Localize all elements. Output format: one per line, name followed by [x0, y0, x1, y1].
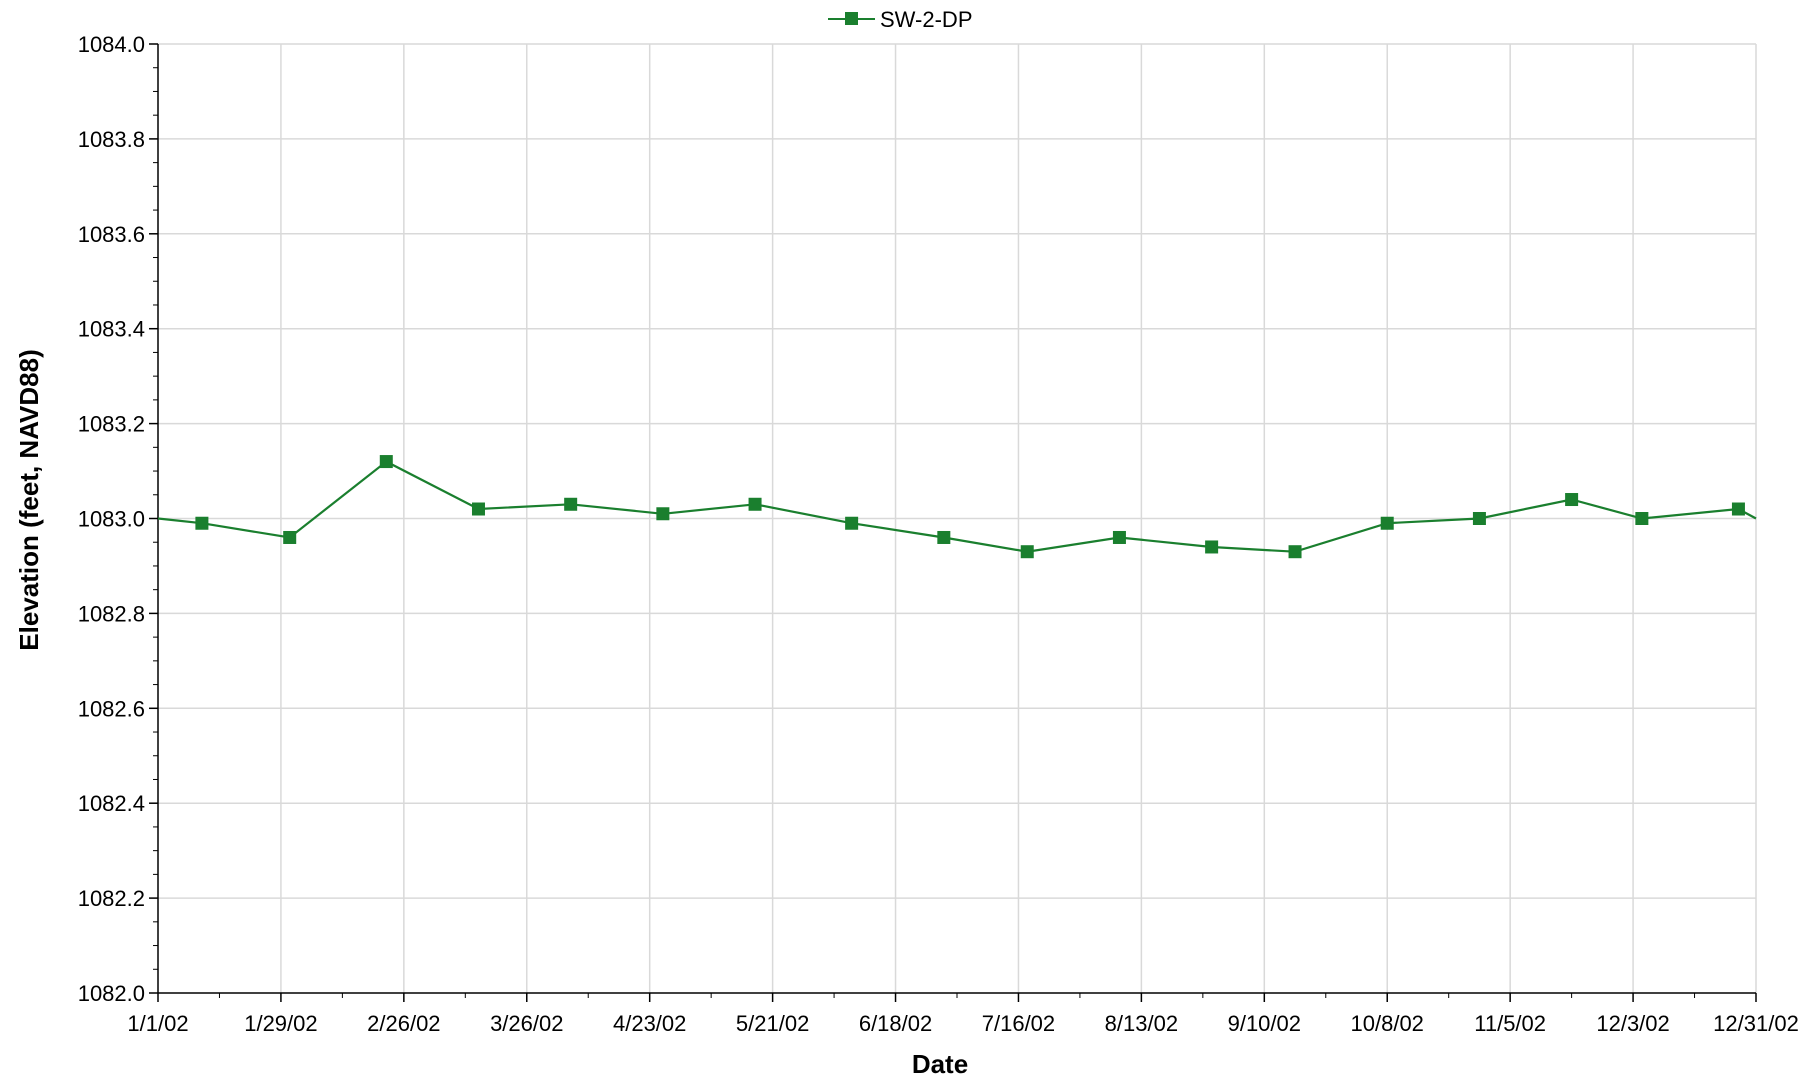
- x-tick-label: 12/3/02: [1596, 1011, 1669, 1036]
- data-point-marker: [748, 497, 762, 511]
- legend-label: SW-2-DP: [880, 7, 973, 32]
- x-tick-label: 12/31/02: [1713, 1011, 1799, 1036]
- data-point-marker: [845, 516, 859, 530]
- legend: SW-2-DP: [828, 7, 973, 32]
- y-tick-label: 1084.0: [78, 32, 145, 57]
- x-tick-label: 3/26/02: [490, 1011, 563, 1036]
- y-tick-label: 1083.6: [78, 222, 145, 247]
- y-tick-label: 1083.4: [78, 317, 145, 342]
- x-tick-label: 8/13/02: [1105, 1011, 1178, 1036]
- data-point-marker: [564, 497, 578, 511]
- x-tick-label: 2/26/02: [367, 1011, 440, 1036]
- data-point-marker: [1635, 512, 1649, 525]
- legend-square-marker: [845, 12, 858, 25]
- y-tick-label: 1082.0: [78, 981, 145, 1006]
- data-point-marker: [1472, 512, 1486, 525]
- data-point-marker: [1731, 502, 1745, 516]
- y-tick-label: 1083.2: [78, 412, 145, 437]
- x-tick-label: 5/21/02: [736, 1011, 809, 1036]
- y-tick-label: 1082.6: [78, 696, 145, 721]
- y-tick-label: 1082.4: [78, 791, 145, 816]
- x-tick-label: 11/5/02: [1474, 1011, 1546, 1036]
- data-point-marker: [1205, 540, 1219, 554]
- x-tick-label: 7/16/02: [982, 1011, 1055, 1036]
- y-tick-label: 1083.8: [78, 127, 145, 152]
- x-tick-label: 1/1/02: [127, 1011, 188, 1036]
- y-axis-title: Elevation (feet, NAVD88): [14, 349, 44, 650]
- series-line: [157, 460, 1757, 553]
- data-point-marker: [1565, 493, 1579, 507]
- x-tick-label: 6/18/02: [859, 1011, 932, 1036]
- y-tick-label: 1083.0: [78, 507, 145, 532]
- y-tick-label: 1082.2: [78, 886, 145, 911]
- data-point-marker: [195, 516, 209, 530]
- data-point-marker: [937, 530, 951, 544]
- series-layer: [157, 455, 1757, 559]
- y-tick-label: 1082.8: [78, 601, 145, 626]
- x-tick-label: 1/29/02: [244, 1011, 317, 1036]
- data-point-marker: [1380, 516, 1394, 530]
- tick-labels: 1/1/02 1/29/02 2/26/02 3/26/02 4/23/02 5/21/0…: [78, 32, 1799, 1036]
- data-point-marker: [1020, 545, 1034, 559]
- data-point-marker: [283, 530, 297, 544]
- x-tick-label: 10/8/02: [1351, 1011, 1424, 1036]
- x-tick-label: 4/23/02: [613, 1011, 686, 1036]
- x-axis-title: Date: [912, 1049, 968, 1079]
- data-point-marker: [1288, 545, 1302, 559]
- data-point-marker: [656, 507, 670, 521]
- x-tick-label: 9/10/02: [1228, 1011, 1301, 1036]
- data-point-marker: [379, 455, 393, 469]
- data-point-marker: [471, 502, 485, 516]
- data-point-marker: [1112, 530, 1126, 544]
